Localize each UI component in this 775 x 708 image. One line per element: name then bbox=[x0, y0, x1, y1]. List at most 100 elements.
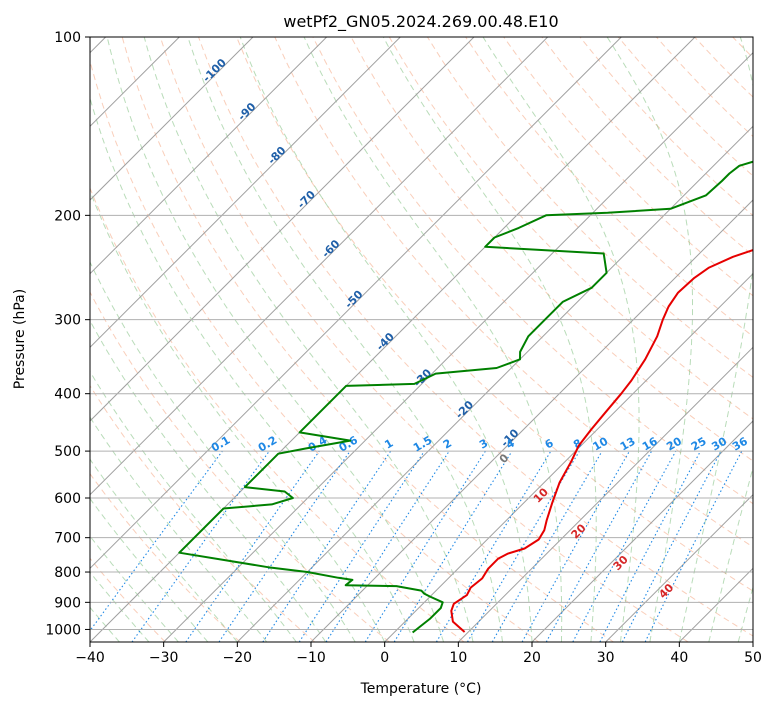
dry-adiabat bbox=[159, 37, 689, 642]
moist-adiabat bbox=[106, 37, 445, 642]
moist-adiabat bbox=[90, 370, 297, 642]
isotherm-label: -20 bbox=[453, 398, 476, 421]
isotherm bbox=[310, 199, 753, 642]
moist-adiabat bbox=[187, 37, 503, 642]
y-tick-label: 100 bbox=[54, 30, 81, 46]
moist-adiabat bbox=[482, 37, 640, 642]
dry-adiabat bbox=[90, 384, 316, 642]
mixing-ratio-line bbox=[131, 450, 270, 642]
isotherm-label: -60 bbox=[319, 237, 342, 260]
dry-adiabat bbox=[350, 37, 753, 462]
isotherm-label: -90 bbox=[235, 100, 258, 123]
chart-title: wetPf2_GN05.2024.269.00.48.E10 bbox=[283, 12, 558, 32]
dry-adiabat bbox=[121, 37, 614, 642]
mixing-ratio-line bbox=[599, 450, 701, 642]
dry-adiabat bbox=[312, 37, 753, 505]
isotherm bbox=[90, 37, 401, 349]
mixing-ratio-line bbox=[90, 450, 223, 632]
dry-adiabat bbox=[656, 37, 753, 138]
moist-adiabat bbox=[303, 37, 563, 642]
isotherm bbox=[236, 125, 753, 642]
y-tick-label: 900 bbox=[54, 595, 81, 611]
mixing-ratio-line bbox=[521, 450, 630, 642]
moist-adiabat bbox=[90, 497, 209, 642]
moist-adiabat bbox=[90, 458, 238, 642]
isotherm bbox=[605, 493, 753, 642]
y-tick-label: 1000 bbox=[45, 622, 81, 638]
mixing-ratio-line bbox=[325, 450, 450, 642]
isotherm bbox=[384, 272, 753, 642]
moist-adiabat-label: 20 bbox=[569, 521, 589, 541]
y-tick-label: 200 bbox=[54, 208, 81, 224]
dry-adiabat bbox=[90, 186, 465, 642]
dry-adiabat bbox=[732, 37, 753, 59]
dry-adiabat bbox=[90, 472, 241, 642]
moist-adiabat bbox=[678, 37, 753, 642]
x-tick-label: 0 bbox=[380, 650, 389, 666]
dry-adiabat bbox=[465, 37, 753, 338]
x-tick-label: −40 bbox=[75, 650, 105, 666]
x-tick-label: −20 bbox=[223, 650, 253, 666]
mixing-ratio-label: 2 bbox=[441, 437, 454, 452]
mixing-ratio-line bbox=[572, 450, 677, 642]
mixing-ratio-line bbox=[298, 450, 425, 642]
dry-adiabat bbox=[426, 37, 753, 378]
isotherm bbox=[752, 641, 753, 642]
mixing-ratio-line bbox=[364, 450, 486, 642]
isotherm bbox=[457, 346, 753, 642]
moist-adiabat bbox=[90, 416, 268, 642]
dry-adiabat bbox=[503, 37, 753, 297]
moist-adiabat bbox=[382, 37, 597, 642]
y-tick-label: 500 bbox=[54, 444, 81, 460]
x-tick-label: 40 bbox=[670, 650, 688, 666]
isotherm-label: -50 bbox=[342, 288, 365, 311]
mixing-ratio-line bbox=[393, 450, 513, 642]
moist-adiabat bbox=[90, 189, 386, 642]
moist-adiabat bbox=[708, 465, 753, 642]
isotherm-label: -100 bbox=[200, 56, 229, 85]
moist-adiabat bbox=[90, 319, 327, 642]
dry-adiabat bbox=[90, 59, 540, 642]
dewpoint-line bbox=[178, 160, 753, 634]
isotherm-label: -40 bbox=[374, 330, 397, 353]
y-tick-label: 300 bbox=[54, 313, 81, 329]
isotherm-label: -30 bbox=[411, 366, 434, 389]
profile-lines bbox=[178, 160, 753, 634]
isotherm bbox=[90, 37, 475, 422]
dry-adiabat bbox=[236, 37, 753, 592]
moist-adiabat bbox=[90, 535, 179, 642]
x-tick-label: 20 bbox=[523, 650, 541, 666]
moist-adiabat bbox=[143, 37, 474, 642]
x-tick-label: 50 bbox=[744, 650, 762, 666]
isotherm-label: -80 bbox=[265, 144, 288, 167]
y-tick-label: 600 bbox=[54, 491, 81, 507]
isotherm bbox=[90, 37, 622, 570]
x-tick-label: −30 bbox=[149, 650, 179, 666]
temperature-line bbox=[450, 249, 753, 633]
isotherm-label: -70 bbox=[295, 188, 318, 211]
dry-adiabat bbox=[388, 37, 753, 420]
mixing-ratio-line bbox=[218, 450, 351, 642]
plot-frame bbox=[89, 36, 754, 643]
x-tick-label: 10 bbox=[449, 650, 467, 666]
y-tick-label: 800 bbox=[54, 565, 81, 581]
isotherm bbox=[678, 567, 753, 642]
mixing-ratio-line bbox=[262, 450, 392, 642]
y-tick-label: 400 bbox=[54, 387, 81, 403]
x-tick-label: −10 bbox=[296, 650, 326, 666]
moist-adiabat-label: 0 bbox=[497, 451, 512, 466]
mixing-ratio-label: 6 bbox=[543, 436, 556, 451]
x-tick-label: 30 bbox=[597, 650, 615, 666]
mixing-ratio-line bbox=[185, 450, 320, 642]
x-axis-ticks: −40 −30 −20 −10 0 10 20 30 40 50 bbox=[75, 642, 762, 666]
dry-adiabat bbox=[694, 37, 753, 98]
mixing-ratio-line bbox=[644, 450, 743, 642]
y-axis-label: Pressure (hPa) bbox=[12, 289, 28, 389]
dry-adiabat bbox=[90, 291, 390, 642]
y-axis-ticks: 100 200 300 400 500 600 700 800 900 1000 bbox=[45, 30, 90, 638]
isotherm bbox=[531, 420, 753, 642]
moist-adiabat bbox=[90, 260, 356, 642]
pressure-gridlines bbox=[90, 37, 753, 630]
moist-adiabat-label: 30 bbox=[611, 553, 631, 573]
